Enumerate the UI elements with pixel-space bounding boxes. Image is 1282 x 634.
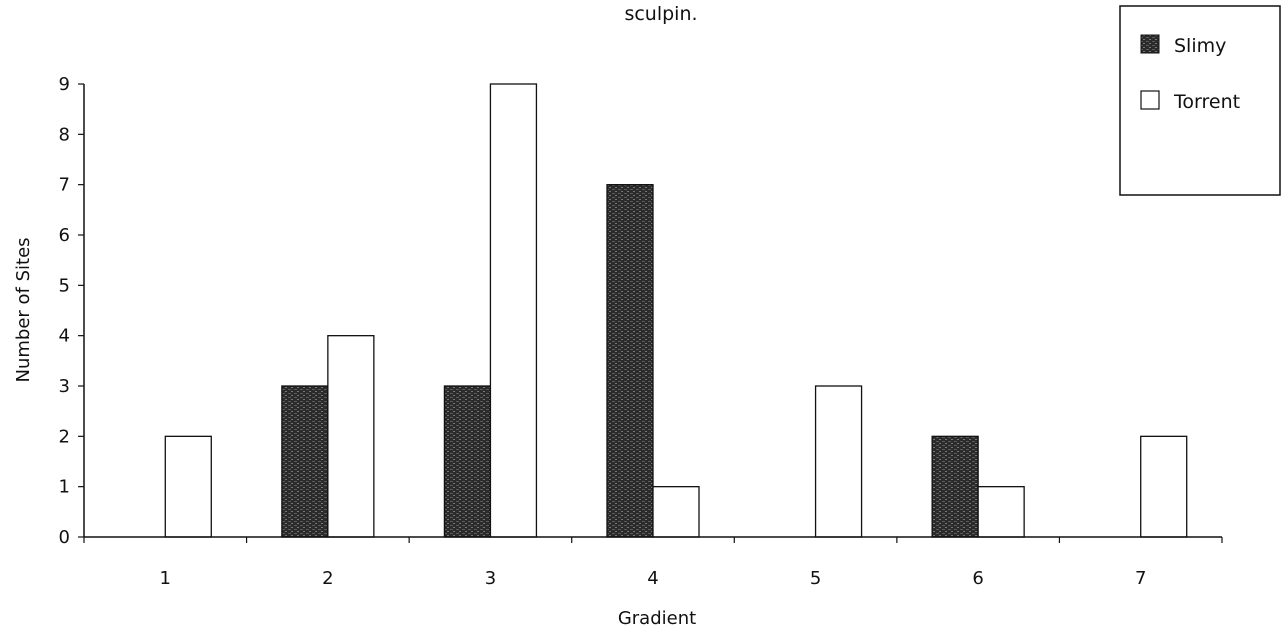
x-tick-label: 6 [972,568,983,589]
legend-label-torrent: Torrent [1173,91,1240,113]
y-tick-label: 8 [59,124,70,145]
y-tick-label: 5 [59,275,70,296]
bar-torrent-6 [977,486,1025,538]
y-tick-label: 2 [59,426,70,447]
y-axis-title: Number of Sites [13,237,34,382]
x-tick-label: 4 [647,568,658,589]
bar-slimy-6 [931,435,979,538]
bar-slimy-4 [606,184,654,538]
y-tick-label: 6 [59,225,70,246]
y-ticks-group: 0 1 2 3 4 5 6 7 8 9 [59,74,84,548]
bar-slimy-3 [443,385,492,538]
bar-torrent-2 [327,335,375,538]
bar-slimy-2 [281,385,329,538]
bar-torrent-7 [1140,435,1188,538]
y-tick-label: 7 [59,175,70,196]
x-tick-label: 2 [322,568,333,589]
y-tick-label: 4 [59,326,70,347]
bar-torrent-1 [164,435,212,538]
bar-torrent-4 [652,486,700,538]
y-tick-label: 0 [59,527,70,548]
x-tick-label: 7 [1135,568,1146,589]
bar-torrent-3 [489,83,538,538]
bars-group [164,83,1188,538]
y-tick-label: 9 [59,74,70,95]
y-tick-label: 1 [59,477,70,498]
x-axis-title: Gradient [618,608,696,629]
y-tick-label: 3 [59,376,70,397]
legend-swatch-slimy [1140,34,1160,54]
x-ticks-group: 1 2 3 4 5 6 7 [83,537,1223,589]
axes-group [83,84,1222,538]
legend-label-slimy: Slimy [1174,35,1226,57]
bar-torrent-5 [814,385,863,538]
chart-title: sculpin. [624,3,697,25]
x-tick-label: 3 [485,568,496,589]
x-tick-label: 1 [160,568,171,589]
legend-swatch-torrent [1140,90,1160,110]
legend: Slimy Torrent [1119,5,1281,196]
x-tick-label: 5 [810,568,821,589]
